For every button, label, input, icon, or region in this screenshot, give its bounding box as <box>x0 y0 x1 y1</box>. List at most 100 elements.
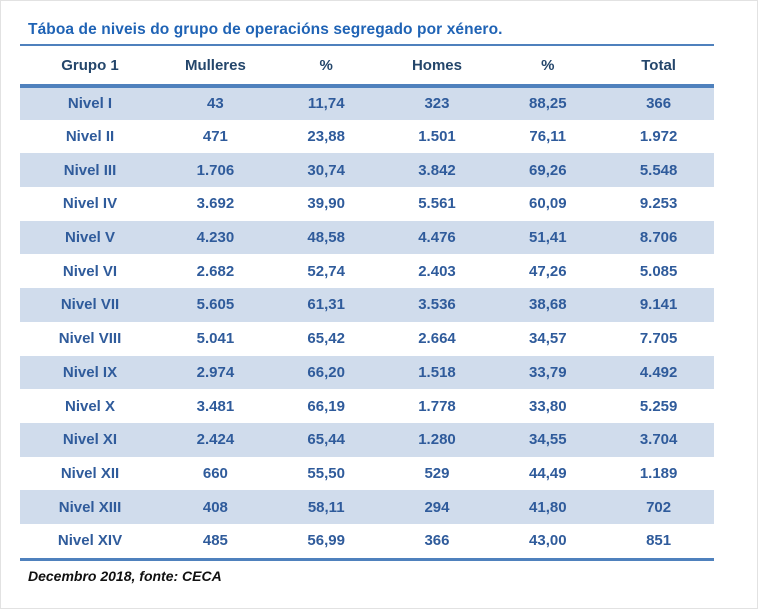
table-cell: 408 <box>202 498 228 516</box>
table-cell: 56,99 <box>307 532 345 550</box>
table-row: Nivel X 3.481 66,19 1.778 33,80 5.259 <box>20 389 714 423</box>
table-cell: 44,49 <box>529 464 567 482</box>
table-cell: 485 <box>202 532 228 550</box>
row-label: Nivel VIII <box>58 330 122 348</box>
table-cell: 2.974 <box>196 363 235 381</box>
row-label: Nivel VI <box>62 262 118 280</box>
table-cell: 5.041 <box>196 330 235 348</box>
table-cell: 23,88 <box>307 128 345 146</box>
table-cell: 4.476 <box>418 229 456 247</box>
bottom-rule-line <box>20 557 714 561</box>
table-cell: 1.518 <box>418 363 456 381</box>
column-header: Homes <box>381 46 493 88</box>
table-cell: 9.141 <box>639 296 678 314</box>
table-cell: 51,41 <box>529 229 567 247</box>
table-cell: 9.253 <box>639 195 678 213</box>
row-label: Nivel XII <box>60 464 120 482</box>
table-row: Nivel XI 2.424 65,44 1.280 34,55 3.704 <box>20 422 714 457</box>
table-cell: 366 <box>646 95 672 113</box>
column-header: Mulleres <box>160 46 271 88</box>
table-cell: 5.561 <box>418 195 456 213</box>
table-row: Nivel II 471 23,88 1.501 76,11 1.972 <box>20 119 714 154</box>
table-cell: 33,80 <box>529 397 567 415</box>
table-cell: 1.189 <box>639 464 678 482</box>
table-cell: 5.259 <box>639 397 678 415</box>
table-row: Nivel VII 5.605 61,31 3.536 38,68 9.141 <box>20 288 714 322</box>
table-cell: 529 <box>424 464 450 482</box>
table-row: Nivel I 43 11,74 323 88,25 366 <box>20 86 714 120</box>
table-cell: 3.842 <box>418 161 456 179</box>
table-row: Nivel XIII 408 58,11 294 41,80 702 <box>20 490 714 524</box>
row-label: Nivel XIII <box>58 498 122 516</box>
table-cell: 323 <box>424 95 450 113</box>
table-cell: 294 <box>424 498 450 516</box>
source-note: Decembro 2018, fonte: CECA <box>28 567 222 584</box>
table-cell: 60,09 <box>529 195 567 213</box>
table-cell: 1.778 <box>418 397 456 415</box>
table-cell: 33,79 <box>529 363 567 381</box>
table-row: Nivel V 4.230 48,58 4.476 51,41 8.706 <box>20 220 714 255</box>
table-cell: 660 <box>202 464 228 482</box>
table-row: Nivel XIV 485 56,99 366 43,00 851 <box>20 523 714 558</box>
row-label: Nivel III <box>63 161 117 179</box>
table-cell: 1.706 <box>196 161 235 179</box>
table-cell: 55,50 <box>307 464 345 482</box>
row-label: Nivel VII <box>60 296 120 314</box>
table-cell: 8.706 <box>639 229 678 247</box>
table-cell: 43 <box>207 95 224 113</box>
table-cell: 7.705 <box>639 330 678 348</box>
table-cell: 3.704 <box>639 431 678 449</box>
table-cell: 34,57 <box>529 330 567 348</box>
column-header: Grupo 1 <box>20 46 160 88</box>
table-cell: 66,19 <box>307 397 345 415</box>
table-cell: 65,44 <box>307 431 345 449</box>
table-cell: 702 <box>646 498 672 516</box>
table-cell: 3.536 <box>418 296 456 314</box>
table-cell: 65,42 <box>307 330 345 348</box>
table-cell: 1.501 <box>418 128 456 146</box>
table-cell: 1.280 <box>418 431 456 449</box>
table-row: Nivel III 1.706 30,74 3.842 69,26 5.548 <box>20 153 714 188</box>
table-cell: 41,80 <box>529 498 567 516</box>
levels-by-gender-table: Grupo 1 Mulleres% Homes% Total Nivel I 43 11,… <box>20 46 714 558</box>
title-rule-line <box>20 44 714 46</box>
table-cell: 4.492 <box>639 363 678 381</box>
table-cell: 88,25 <box>529 95 567 113</box>
table-cell: 2.664 <box>418 330 456 348</box>
column-header: Total <box>603 46 714 88</box>
table-cell: 5.605 <box>196 296 235 314</box>
table-cell: 2.424 <box>196 431 235 449</box>
row-label: Nivel V <box>64 229 116 247</box>
table-cell: 3.481 <box>196 397 235 415</box>
row-label: Nivel II <box>65 128 115 146</box>
table-cell: 47,26 <box>529 262 567 280</box>
levels-table-section: Táboa de niveis do grupo de operacións s… <box>20 21 714 584</box>
table-cell: 69,26 <box>529 161 567 179</box>
table-cell: 48,58 <box>307 229 345 247</box>
table-cell: 11,74 <box>307 95 345 113</box>
table-cell: 1.972 <box>639 128 678 146</box>
table-row: Nivel IV 3.692 39,90 5.561 60,09 9.253 <box>20 187 714 221</box>
table-cell: 471 <box>202 128 228 146</box>
table-cell: 66,20 <box>307 363 345 381</box>
table-cell: 38,68 <box>529 296 567 314</box>
row-label: Nivel X <box>64 397 116 415</box>
table-title: Táboa de niveis do grupo de operacións s… <box>28 21 503 38</box>
table-cell: 43,00 <box>529 532 567 550</box>
table-header: Grupo 1 Mulleres% Homes% Total <box>20 46 714 88</box>
table-cell: 76,11 <box>529 128 567 146</box>
column-header: % <box>492 46 604 88</box>
table-body: Nivel I 43 11,74 323 88,25 366 Nivel II 471 23,8… <box>20 86 714 558</box>
row-label: Nivel IV <box>62 195 118 213</box>
table-row: Nivel VI 2.682 52,74 2.403 47,26 5.085 <box>20 254 714 289</box>
table-cell: 851 <box>646 532 672 550</box>
table-cell: 30,74 <box>307 161 345 179</box>
row-label: Nivel XI <box>62 431 118 449</box>
table-cell: 34,55 <box>529 431 567 449</box>
row-label: Nivel IX <box>62 363 118 381</box>
table-cell: 61,31 <box>307 296 345 314</box>
table-cell: 366 <box>424 532 450 550</box>
table-cell: 5.548 <box>639 161 678 179</box>
table-cell: 39,90 <box>307 195 345 213</box>
